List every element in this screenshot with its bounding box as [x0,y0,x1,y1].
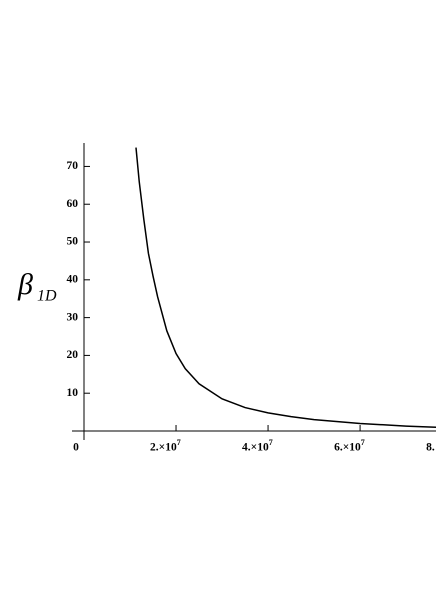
y-tick-label: 10 [67,387,79,399]
x-tick-label: 8. [426,442,435,454]
curve [135,147,436,428]
y-tick-label: 60 [67,198,79,210]
x-tick-label: 0 [73,442,79,454]
y-tick-label: 70 [67,160,79,172]
y-tick-label: 30 [67,311,79,323]
y-axis-label-subscript: 1D [37,288,57,305]
y-tick-label: 40 [67,273,79,285]
x-tick-label: 6.×107 [334,438,365,454]
y-tick-label: 20 [67,349,79,361]
y-tick-label: 50 [67,236,79,248]
x-tick-label: 2.×107 [150,438,181,454]
x-tick-label: 4.×107 [242,438,273,454]
y-axis-label: β [17,268,33,301]
